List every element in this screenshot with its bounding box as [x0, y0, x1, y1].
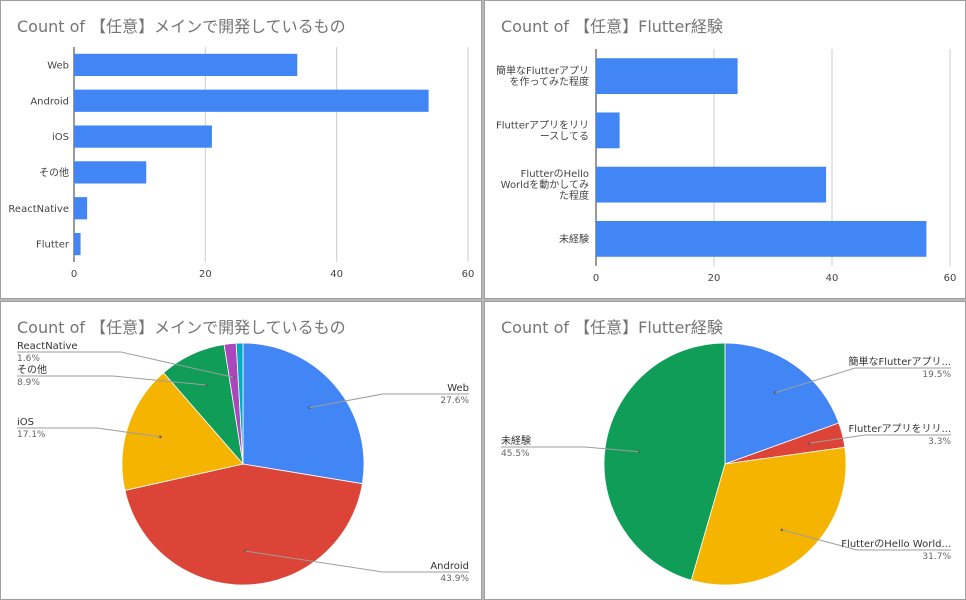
category-label: Flutterアプリをリリースしてる: [496, 119, 589, 142]
x-tick-label: 20: [708, 273, 721, 284]
leader-line: [781, 529, 951, 551]
leader-line: [809, 434, 951, 444]
slice-percent-label: 45.5%: [501, 449, 530, 459]
x-tick-label: 40: [826, 273, 839, 284]
x-tick-label: 40: [330, 269, 343, 280]
bar: [74, 161, 147, 184]
category-label: ReactNative: [8, 204, 69, 215]
pie-slice: [690, 446, 847, 586]
pie-slice: [724, 342, 840, 465]
category-label: その他: [39, 166, 69, 179]
slice-percent-label: 17.1%: [17, 430, 46, 440]
slice-label: Android: [430, 561, 469, 572]
x-tick-label: 0: [593, 273, 599, 284]
bar: [596, 58, 738, 95]
leader-line: [501, 446, 639, 453]
category-label: FlutterのHello Worldを動かしてみた程度: [501, 169, 589, 202]
leader-line: [245, 550, 469, 573]
slice-label: Web: [447, 383, 469, 394]
bar: [74, 232, 81, 256]
bar: [74, 197, 88, 220]
slice-label: FlutterのHello World...: [841, 539, 951, 550]
x-tick-label: 60: [944, 273, 957, 284]
leader-line: [17, 375, 207, 386]
chart-title: Count of 【任意】Flutter経験: [501, 318, 723, 337]
leader-line: [774, 367, 951, 394]
slice-percent-label: 19.5%: [922, 370, 951, 380]
pie-chart-svg: Web 27.6% Android 43.9% iOS 17.1% その他 8.9% React…: [17, 341, 469, 586]
pie-chart-main-platform: Count of 【任意】メインで開発しているもの Web 27.6% Androi…: [0, 301, 482, 600]
pie-chart-flutter-experience: Count of 【任意】Flutter経験 簡単なFlutterアプリ... 1…: [484, 301, 966, 600]
chart-title: Count of 【任意】Flutter経験: [501, 17, 723, 36]
bar: [596, 220, 927, 257]
bar-chart-main-platform: Count of 【任意】メインで開発しているもの 0 20 40 60 Web Andr…: [0, 0, 482, 299]
pie-slice: [235, 342, 244, 465]
slice-percent-label: 43.9%: [440, 574, 469, 584]
slice-label: iOS: [17, 417, 34, 428]
leader-line: [309, 393, 469, 409]
leader-line: [17, 351, 234, 378]
bar: [596, 166, 827, 203]
bar-chart-flutter-experience: Count of 【任意】Flutter経験 0 20 40 60 簡単なFlutter…: [484, 0, 966, 299]
bar-chart-svg: 0 20 40 60 Web Android iOS その他 ReactNative Flutte…: [8, 47, 475, 280]
chart-title: Count of 【任意】メインで開発しているもの: [17, 318, 346, 337]
x-tick-label: 20: [199, 269, 212, 280]
category-label: Android: [30, 96, 69, 107]
slice-percent-label: 27.6%: [440, 396, 469, 406]
pie-slice: [124, 463, 363, 586]
bar: [596, 112, 620, 149]
slice-percent-label: 8.9%: [17, 378, 40, 388]
category-label: Flutter: [36, 240, 70, 251]
leader-line: [17, 427, 161, 438]
slice-label: 簡単なFlutterアプリ...: [848, 355, 951, 368]
bar: [74, 125, 212, 148]
chart-title: Count of 【任意】メインで開発しているもの: [17, 17, 346, 36]
bar: [74, 53, 298, 77]
slice-percent-label: 1.6%: [17, 354, 40, 364]
category-label: Web: [47, 60, 69, 71]
bar: [74, 89, 429, 112]
category-label: iOS: [52, 132, 69, 143]
category-label: 簡単なFlutterアプリを作ってみた程度: [496, 64, 589, 88]
slice-label: 未経験: [501, 434, 531, 447]
slice-percent-label: 31.7%: [922, 552, 951, 562]
slice-label: その他: [17, 363, 47, 376]
slice-percent-label: 3.3%: [928, 437, 951, 447]
pie-chart-svg: 簡単なFlutterアプリ... 19.5% Flutterアプリをリリ... 3.3…: [501, 342, 951, 586]
pie-slice: [603, 342, 726, 581]
x-tick-label: 60: [462, 269, 475, 280]
x-tick-label: 0: [71, 269, 77, 280]
pie-slice: [242, 342, 365, 485]
slice-label: Flutterアプリをリリ...: [848, 423, 951, 435]
category-label: 未経験: [559, 232, 589, 245]
bar-chart-svg: 0 20 40 60 簡単なFlutterアプリを作ってみた程度 Flutterアプリをリ…: [496, 49, 957, 284]
slice-label: ReactNative: [17, 341, 78, 352]
